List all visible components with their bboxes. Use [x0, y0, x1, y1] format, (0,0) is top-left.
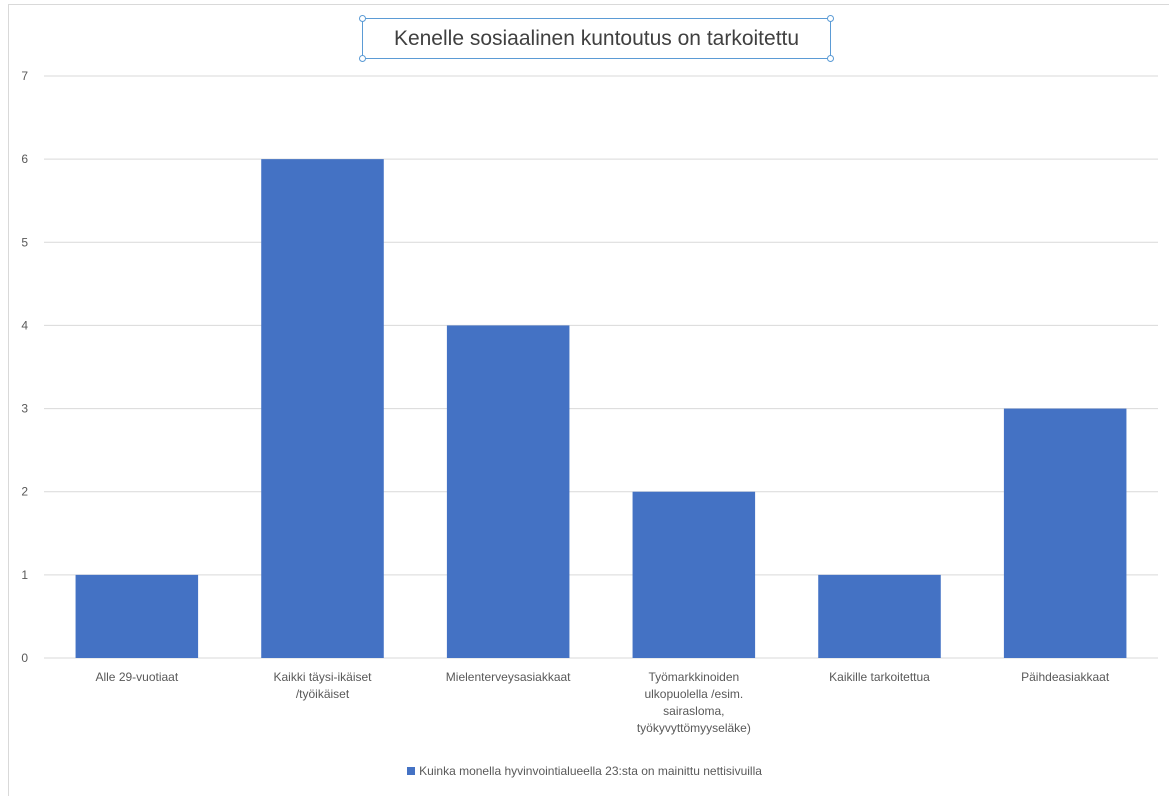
y-tick-label: 3	[21, 402, 28, 416]
resize-handle-top-left[interactable]	[359, 15, 366, 22]
bar[interactable]	[446, 325, 570, 658]
y-tick-label: 2	[21, 485, 28, 499]
x-tick-label: Päihdeasiakkaat	[1021, 670, 1110, 684]
y-tick-label: 4	[21, 318, 28, 332]
legend-swatch	[407, 767, 416, 775]
x-tick-label: Kaikille tarkoitettua	[829, 670, 930, 684]
resize-handle-bottom-right[interactable]	[827, 55, 834, 62]
y-tick-label: 6	[21, 152, 28, 166]
y-tick-label: 7	[21, 69, 28, 83]
bar[interactable]	[261, 159, 384, 658]
chart-title-box[interactable]: Kenelle sosiaalinen kuntoutus on tarkoit…	[359, 15, 834, 62]
x-tick-label: Mielenterveysasiakkaat	[446, 670, 571, 684]
y-tick-label: 5	[21, 235, 28, 249]
x-tick-label: Työmarkkinoiden ulkopuolella /esim. sairas…	[637, 670, 751, 735]
bar[interactable]	[1003, 408, 1127, 658]
chart-title: Kenelle sosiaalinen kuntoutus on tarkoit…	[393, 26, 800, 50]
x-tick-label: Kaikki täysi-ikäiset/työikäiset	[273, 670, 372, 701]
bar[interactable]	[632, 491, 756, 658]
legend-label: Kuinka monella hyvinvointialueella 23:st…	[419, 764, 762, 778]
bar[interactable]	[818, 574, 941, 658]
y-tick-label: 0	[21, 651, 28, 665]
x-tick-label: Alle 29-vuotiaat	[95, 670, 178, 684]
resize-handle-bottom-left[interactable]	[359, 55, 366, 62]
chart-area	[8, 4, 1169, 796]
chart-legend: Kuinka monella hyvinvointialueella 23:st…	[0, 764, 1169, 778]
y-tick-label: 1	[21, 568, 28, 582]
resize-handle-top-right[interactable]	[827, 15, 834, 22]
bar[interactable]	[75, 574, 199, 658]
